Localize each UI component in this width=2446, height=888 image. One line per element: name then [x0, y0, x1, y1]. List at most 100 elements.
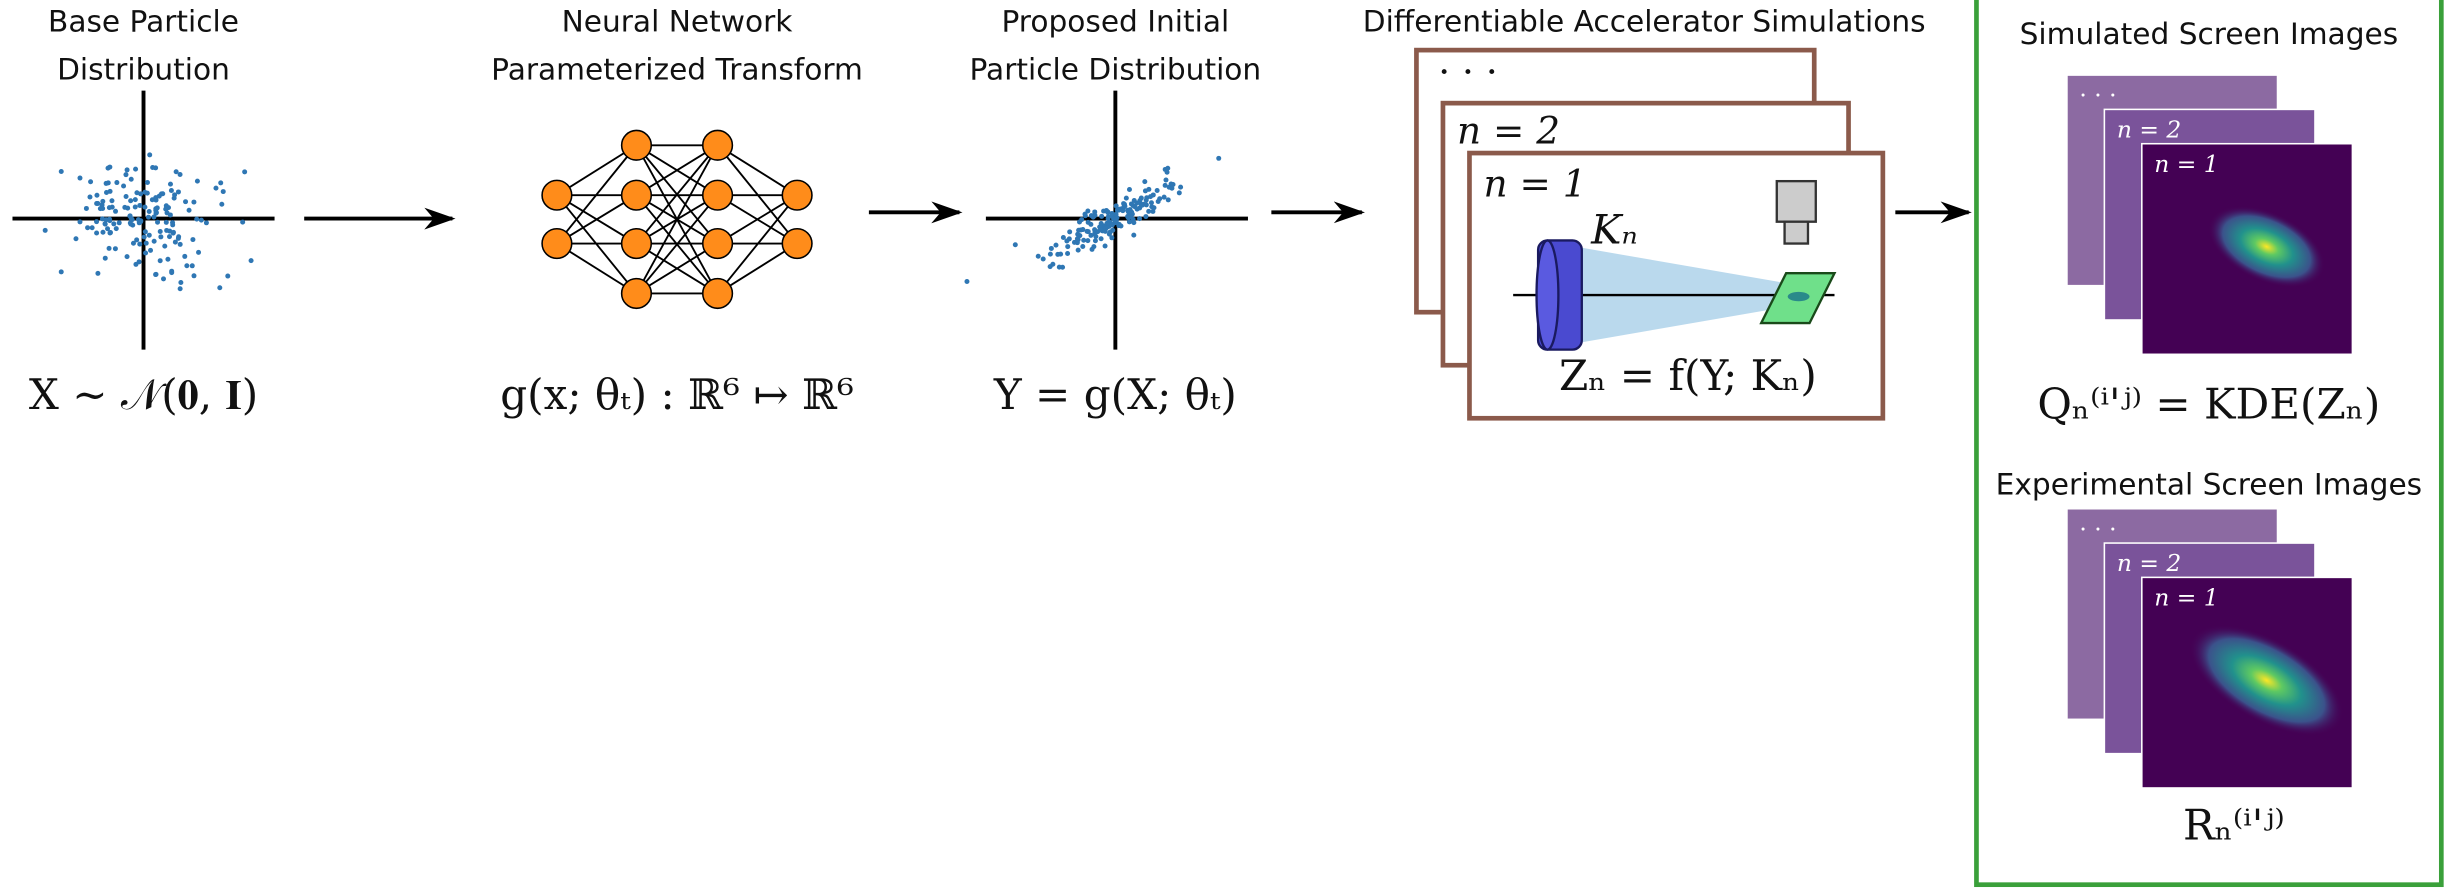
body: Base Particle Distribution X ∼ 𝒩(𝟎, 𝐈) N… — [0, 0, 2446, 888]
particle — [213, 186, 218, 191]
particle — [169, 270, 174, 275]
particle — [182, 254, 187, 259]
camera — [1777, 181, 1816, 222]
particle — [1144, 202, 1149, 207]
particle — [1057, 265, 1062, 270]
particle — [153, 272, 158, 277]
particle — [142, 190, 147, 195]
particle — [1178, 185, 1183, 190]
particle — [77, 176, 82, 181]
frame-label: n = 1 — [1484, 162, 1587, 206]
particle — [178, 286, 183, 291]
particle — [1090, 247, 1095, 252]
particle — [1109, 235, 1114, 240]
particle — [94, 193, 99, 198]
particle — [161, 276, 166, 281]
particle — [129, 177, 134, 182]
particle — [158, 258, 163, 263]
particle — [240, 220, 245, 225]
particle — [1104, 221, 1109, 226]
particle — [1041, 257, 1046, 262]
particle — [128, 213, 133, 218]
particle — [59, 169, 64, 174]
particle — [1083, 213, 1088, 218]
particle — [147, 152, 152, 157]
particle — [1110, 223, 1115, 228]
particle — [125, 167, 130, 172]
particle — [148, 248, 153, 253]
particle — [196, 250, 201, 255]
particle — [1099, 221, 1104, 226]
particle — [111, 221, 116, 226]
particle — [133, 167, 138, 172]
particle — [125, 254, 130, 259]
particle — [1124, 196, 1129, 201]
formula: Rₙ⁽ⁱ'ʲ⁾ — [2183, 800, 2285, 849]
particle — [1163, 178, 1168, 183]
particle — [108, 230, 113, 235]
particle — [164, 228, 169, 233]
neuron — [782, 180, 812, 210]
stage-title: Proposed Initial — [1001, 3, 1229, 38]
particle — [173, 240, 178, 245]
frame-label: · · · — [2079, 81, 2116, 109]
particle — [1085, 238, 1090, 243]
particle — [225, 274, 230, 279]
particle — [85, 225, 90, 230]
particle — [1093, 234, 1098, 239]
particle — [1216, 156, 1221, 161]
particle — [1144, 198, 1149, 203]
particle — [88, 179, 93, 184]
stage-title: Differentiable Accelerator Simulations — [1363, 3, 1926, 38]
particle — [107, 165, 112, 170]
particle — [163, 207, 168, 212]
particle — [1064, 239, 1069, 244]
image-stack: · · ·n = 2n = 1 — [2067, 75, 2352, 354]
particle — [1151, 205, 1156, 210]
particle — [1067, 229, 1072, 234]
particle — [219, 202, 224, 207]
particle — [1115, 207, 1120, 212]
particle — [1099, 236, 1104, 241]
scatter-plot — [964, 91, 1247, 350]
particle — [138, 191, 143, 196]
particle — [95, 201, 100, 206]
particle — [87, 194, 92, 199]
particle — [1169, 186, 1174, 191]
particle — [168, 182, 173, 187]
particle — [113, 246, 118, 251]
stage-title: Particle Distribution — [970, 52, 1262, 87]
particle — [1142, 179, 1147, 184]
particle — [90, 225, 95, 230]
particle — [100, 199, 105, 204]
quadrupole-face — [1537, 240, 1559, 349]
neuron — [703, 180, 733, 210]
particle — [191, 200, 196, 205]
formula: Zₙ = f(Y; Kₙ) — [1559, 351, 1817, 400]
particle — [204, 220, 209, 225]
particle — [1079, 217, 1084, 222]
particle — [1135, 207, 1140, 212]
particle — [1162, 195, 1167, 200]
particle — [113, 209, 118, 214]
stage-title: Distribution — [57, 52, 230, 87]
particle — [1086, 229, 1091, 234]
particle — [1166, 197, 1171, 202]
particle — [1049, 246, 1054, 251]
particle — [147, 209, 152, 214]
particle — [94, 219, 99, 224]
particle — [178, 280, 183, 285]
particle — [1149, 200, 1154, 205]
particle — [1121, 201, 1126, 206]
frame-label: n = 1 — [2154, 150, 2218, 178]
neuron — [542, 229, 572, 259]
neuron — [703, 130, 733, 160]
particle — [1086, 220, 1091, 225]
particle — [1065, 251, 1070, 256]
particle — [218, 180, 223, 185]
particle — [964, 279, 969, 284]
frame-label: n = 2 — [1457, 109, 1560, 153]
particle — [130, 223, 135, 228]
particle — [1116, 223, 1121, 228]
particle — [249, 258, 254, 263]
